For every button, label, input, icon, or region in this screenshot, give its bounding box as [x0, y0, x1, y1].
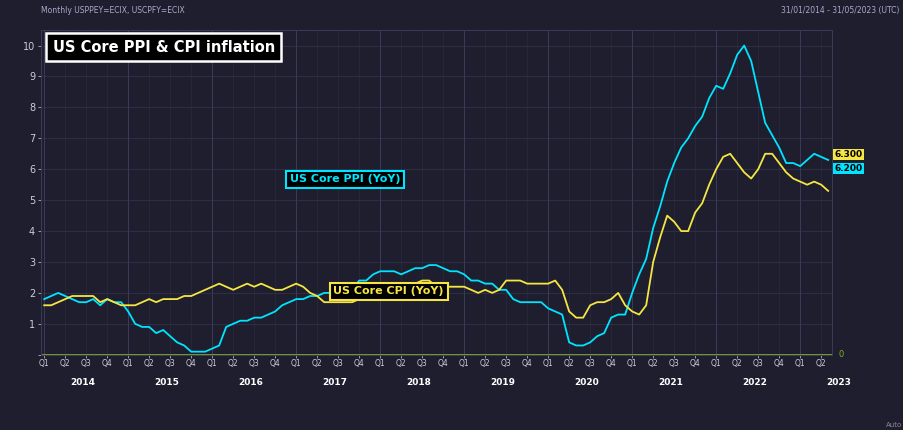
Text: 2017: 2017: [321, 378, 347, 387]
Text: US Core CPI (YoY): US Core CPI (YoY): [333, 286, 443, 296]
Text: US Core PPI (YoY): US Core PPI (YoY): [290, 175, 400, 184]
Text: 2018: 2018: [405, 378, 431, 387]
Text: 6.200: 6.200: [833, 164, 861, 173]
Text: US Core PPI & CPI inflation: US Core PPI & CPI inflation: [52, 40, 275, 55]
Text: 0: 0: [838, 350, 843, 359]
Text: 2019: 2019: [489, 378, 515, 387]
Text: 6.300: 6.300: [833, 150, 861, 159]
Text: Auto: Auto: [885, 422, 901, 428]
Text: 2016: 2016: [238, 378, 263, 387]
Text: 2015: 2015: [154, 378, 179, 387]
Text: 2014: 2014: [70, 378, 95, 387]
Text: 31/01/2014 - 31/05/2023 (UTC): 31/01/2014 - 31/05/2023 (UTC): [780, 6, 898, 15]
Text: 2020: 2020: [573, 378, 599, 387]
Text: 2023: 2023: [825, 378, 851, 387]
Text: 2022: 2022: [741, 378, 767, 387]
Text: 2021: 2021: [657, 378, 683, 387]
Text: Monthly USPPEY=ECIX, USCPFY=ECIX: Monthly USPPEY=ECIX, USCPFY=ECIX: [41, 6, 184, 15]
